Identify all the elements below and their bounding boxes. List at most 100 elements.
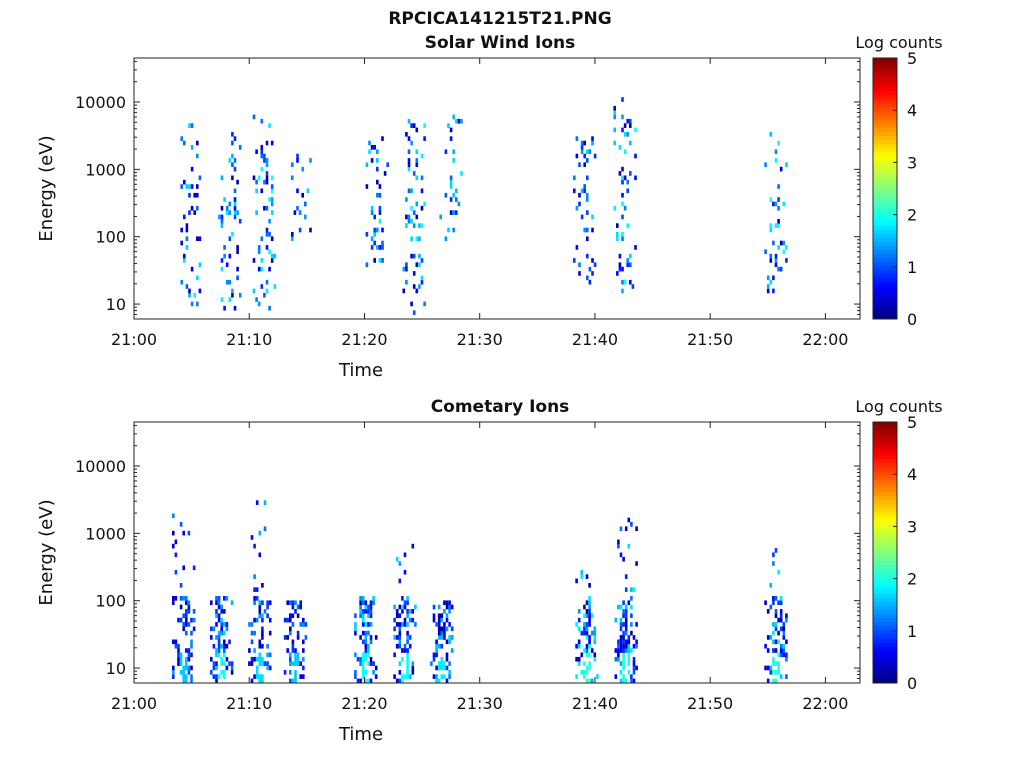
heatmap-cell	[291, 236, 294, 242]
heatmap-cell	[782, 201, 786, 207]
heatmap-cell	[772, 552, 775, 558]
heatmap-cell	[629, 279, 632, 285]
heatmap-cell	[215, 665, 218, 671]
heatmap-cell	[420, 188, 424, 194]
heatmap-cell	[361, 622, 365, 627]
heatmap-cell	[255, 596, 259, 601]
heatmap-cell	[261, 635, 264, 640]
heatmap-cell	[575, 674, 578, 679]
heatmap-cell	[443, 609, 446, 614]
heatmap-cell	[618, 266, 622, 272]
heatmap-cell	[255, 617, 259, 623]
heatmap-cell	[260, 284, 264, 289]
heatmap-cell	[374, 674, 378, 679]
heatmap-cell	[289, 678, 292, 683]
heatmap-cell	[258, 604, 262, 610]
heatmap-cell	[359, 635, 362, 640]
heatmap-cell	[403, 604, 407, 610]
heatmap-cell	[372, 596, 375, 601]
heatmap-cell	[361, 674, 365, 679]
colorbar-segment	[873, 507, 897, 513]
heatmap-cell	[220, 670, 223, 675]
colorbar-segment	[873, 200, 897, 206]
heatmap-cell	[233, 205, 237, 211]
heatmap-cell	[580, 574, 584, 579]
heatmap-cell	[632, 635, 636, 640]
heatmap-cell	[772, 275, 775, 281]
heatmap-cell	[782, 652, 786, 658]
colorbar-segment	[873, 261, 897, 267]
heatmap-cell	[412, 310, 416, 315]
heatmap-cell	[449, 127, 453, 133]
heatmap-cell	[220, 604, 223, 610]
heatmap-cell	[624, 613, 628, 619]
heatmap-cell	[772, 201, 775, 207]
heatmap-cell	[580, 214, 584, 220]
heatmap-cell	[174, 552, 178, 558]
heatmap-cell	[402, 266, 406, 272]
colorbar-segment	[873, 66, 897, 71]
heatmap-cell	[624, 626, 628, 632]
heatmap-cell	[376, 166, 379, 172]
heatmap-cell	[289, 617, 292, 623]
heatmap-cell	[593, 153, 597, 159]
colorbar-tick-label: 5	[907, 413, 917, 432]
heatmap-cell	[361, 609, 365, 614]
heatmap-cell	[296, 205, 299, 211]
heatmap-cell	[437, 630, 441, 636]
heatmap-cell	[263, 609, 267, 614]
heatmap-cell	[437, 626, 441, 632]
heatmap-cell	[220, 175, 224, 181]
colorbar-segment	[873, 212, 897, 218]
heatmap-cell	[622, 674, 625, 679]
heatmap-cell	[215, 600, 218, 606]
heatmap-cell	[217, 639, 221, 645]
heatmap-cell	[580, 140, 584, 146]
heatmap-cell	[435, 674, 438, 679]
heatmap-cell	[617, 604, 620, 610]
heatmap-cell	[291, 162, 294, 168]
heatmap-cell	[769, 258, 773, 263]
heatmap-cell	[228, 158, 232, 163]
heatmap-cell	[403, 600, 407, 606]
heatmap-cell	[309, 227, 312, 233]
heatmap-cell	[401, 656, 404, 662]
heatmap-cell	[630, 587, 633, 592]
heatmap-cell	[182, 622, 185, 627]
heatmap-cell	[455, 188, 458, 194]
heatmap-cell	[444, 192, 448, 198]
heatmap-cell	[364, 678, 368, 683]
heatmap-cell	[774, 613, 778, 619]
burst-9	[764, 548, 788, 683]
heatmap-cell	[406, 600, 409, 606]
heatmap-cell	[435, 678, 438, 683]
heatmap-cell	[192, 617, 196, 623]
heatmap-cell	[253, 630, 256, 636]
colorbar-segment	[873, 82, 897, 88]
heatmap-cell	[220, 626, 223, 632]
heatmap-cell	[588, 279, 592, 285]
heatmap-cell	[588, 622, 591, 627]
heatmap-cell	[398, 678, 402, 683]
heatmap-cell	[217, 652, 221, 658]
heatmap-cell	[769, 227, 773, 233]
heatmap-cell	[217, 643, 221, 649]
heatmap-cell	[585, 630, 589, 636]
heatmap-cell	[627, 648, 631, 653]
heatmap-cell	[196, 301, 199, 307]
heatmap-cell	[622, 643, 625, 649]
heatmap-cell	[420, 153, 424, 159]
heatmap-cell	[460, 118, 463, 124]
heatmap-cell	[629, 171, 632, 176]
heatmap-cell	[374, 665, 378, 671]
heatmap-cell	[367, 661, 370, 666]
heatmap-cell	[190, 145, 194, 150]
heatmap-cell	[378, 210, 382, 215]
heatmap-cell	[583, 227, 586, 233]
heatmap-cell	[172, 600, 175, 606]
heatmap-cell	[185, 648, 188, 653]
heatmap-cell	[437, 613, 441, 619]
heatmap-cell	[187, 656, 191, 662]
heatmap-cell	[296, 656, 300, 662]
